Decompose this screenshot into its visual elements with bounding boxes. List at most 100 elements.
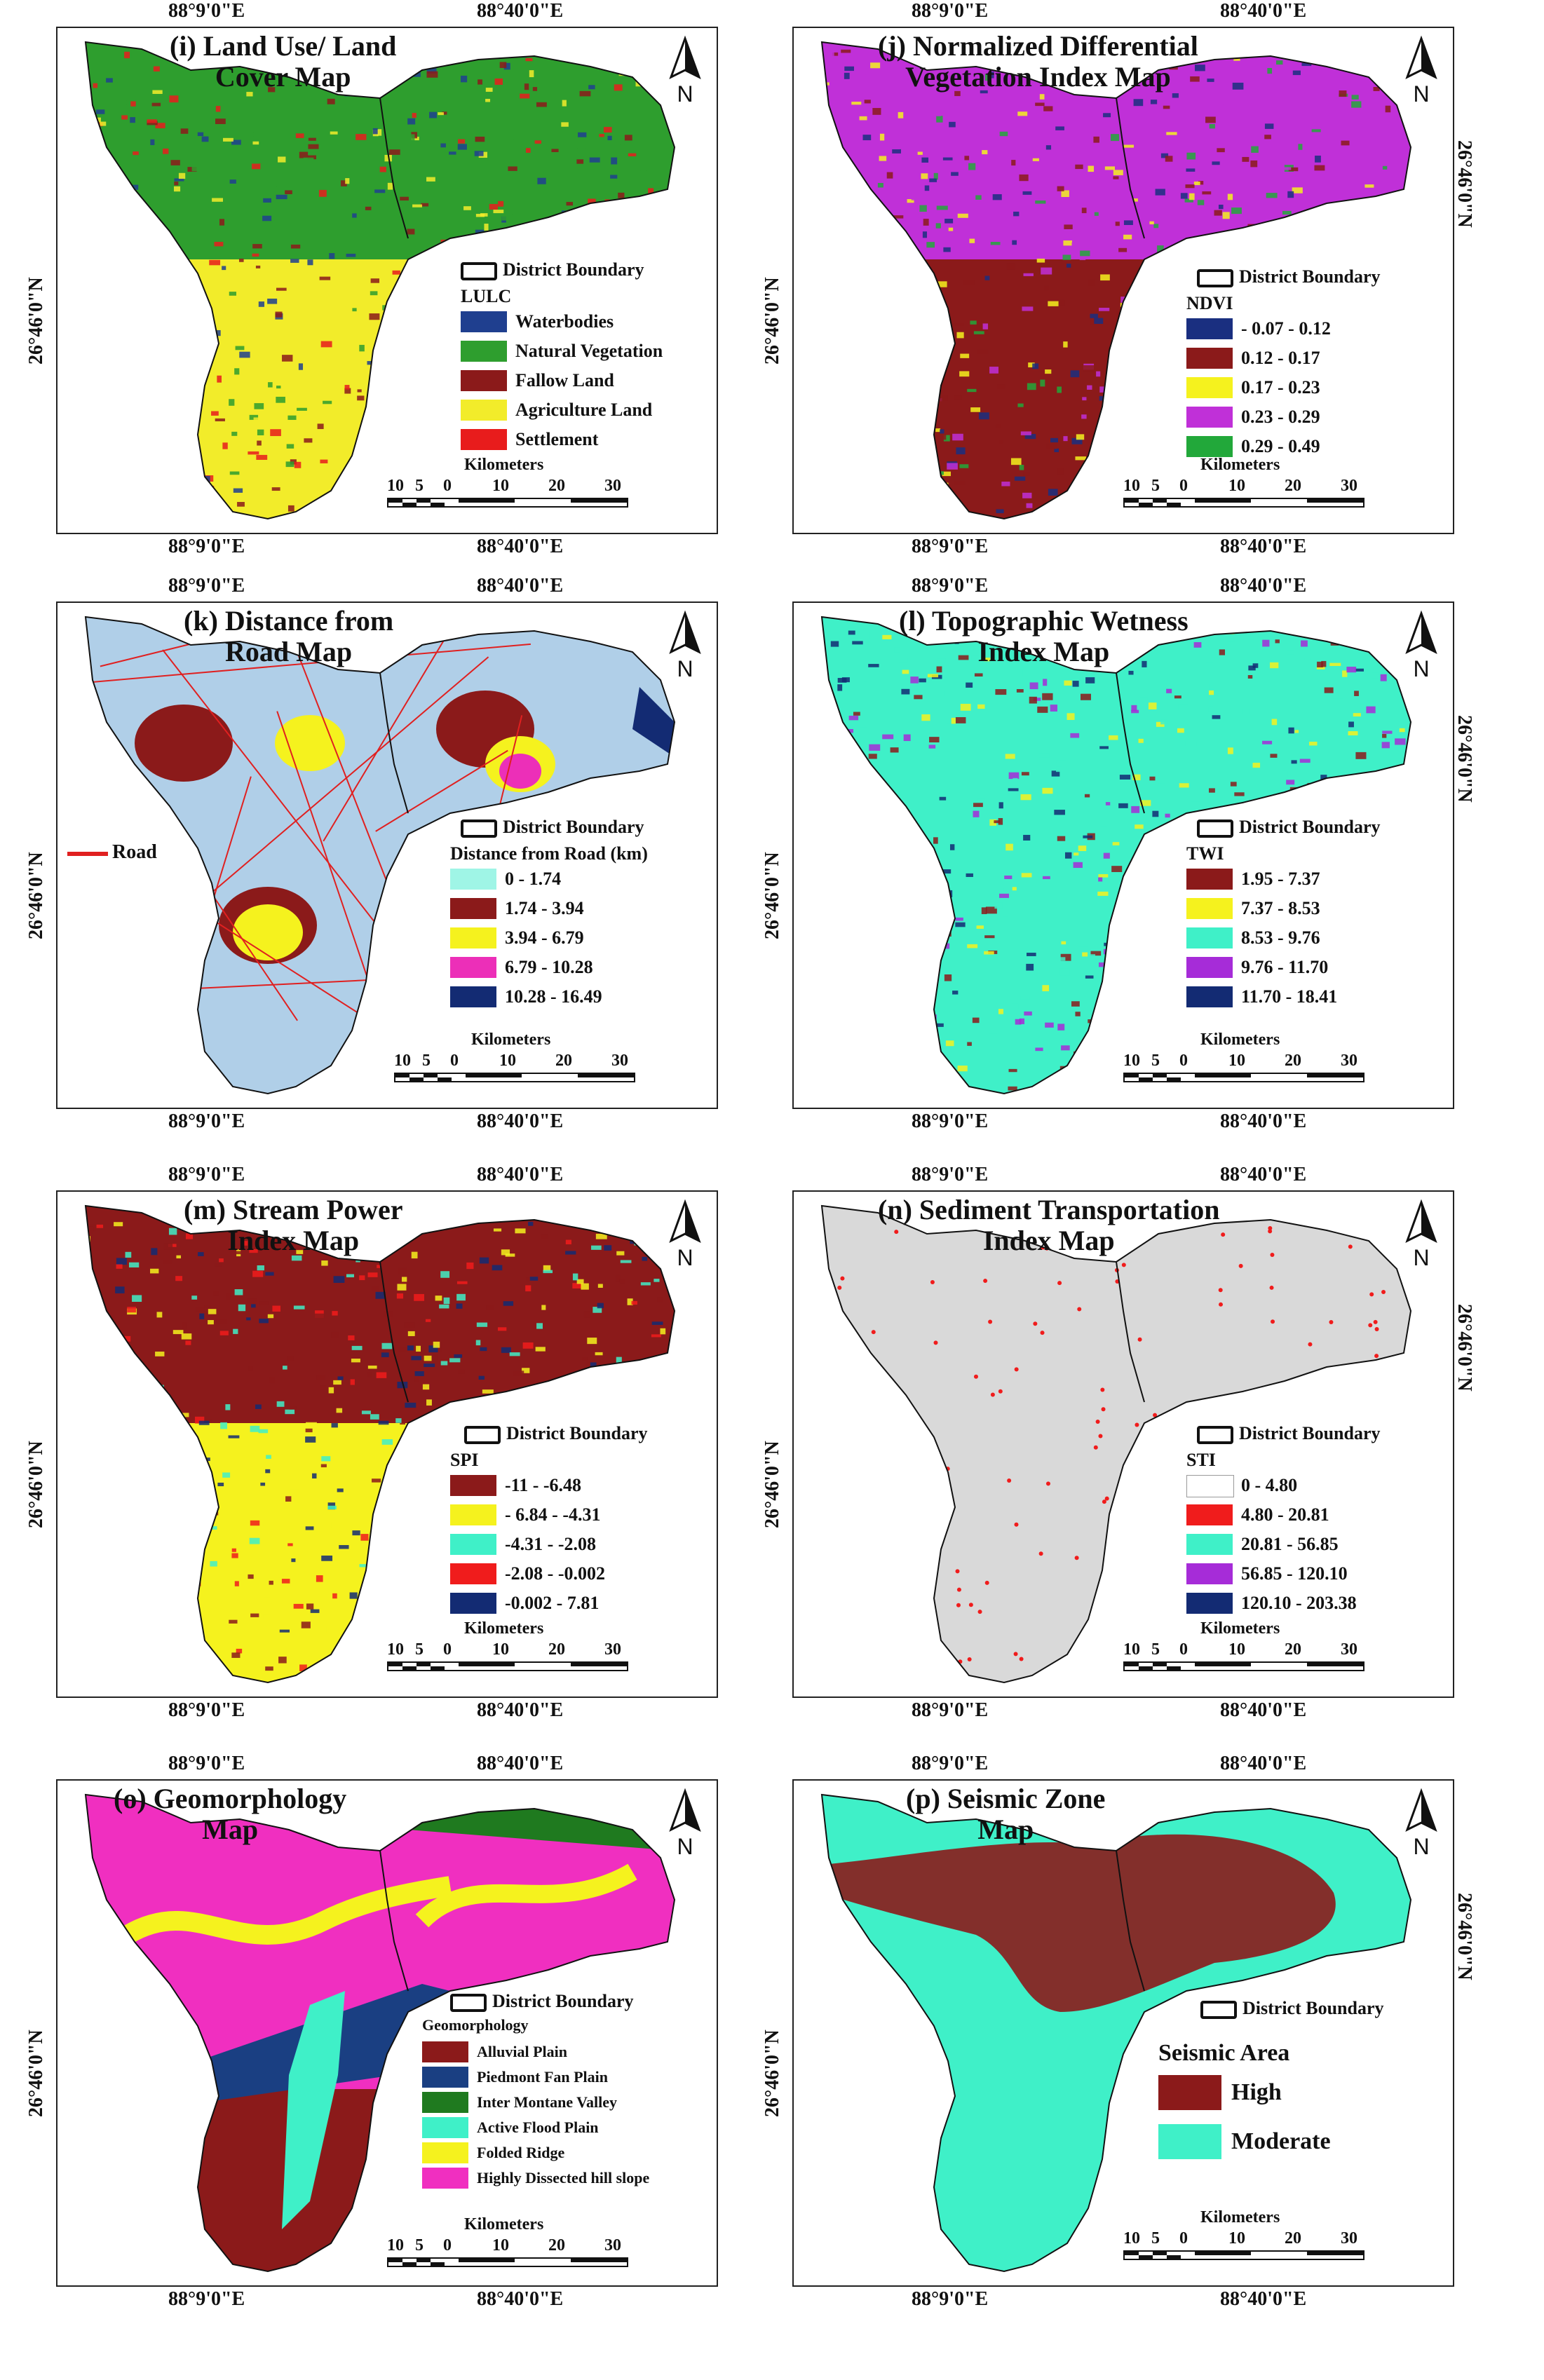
panel-seismic: 88°9'0"E 88°40'0"E 26°46'0"N 26°46'0"N (…: [761, 1753, 1508, 2317]
legend-label: 0.12 - 0.17: [1241, 348, 1320, 368]
legend-swatch: [461, 341, 507, 362]
legend-swatch: [450, 1563, 496, 1584]
scale-bar: Kilometers 10 5 0 10 20 30: [394, 1031, 635, 1094]
legend-title: Distance from Road (km): [450, 843, 648, 864]
panel-geomorphology: 88°9'0"E 88°40'0"E 26°46'0"N (o) Geomorp…: [25, 1753, 771, 2317]
scale-tick-label: 10: [1123, 1640, 1140, 1659]
scale-tick-label: 30: [604, 477, 621, 495]
lat-label-left: 26°46'0"N: [761, 2029, 783, 2117]
legend-swatch: [461, 311, 507, 332]
scale-tick-label: 0: [1179, 1640, 1188, 1659]
map-area: [820, 41, 1412, 520]
legend: Seismic Area High Moderate: [1158, 2040, 1425, 2180]
lat-label-left: 26°46'0"N: [761, 852, 783, 939]
lat-label-left: 26°46'0"N: [761, 277, 783, 365]
scale-tick-label: 20: [1285, 1640, 1301, 1659]
legend-label: Inter Montane Valley: [477, 2093, 618, 2111]
map-area: [84, 616, 676, 1095]
legend-title: NDVI: [1186, 293, 1233, 313]
lon-label-right-top: 88°40'0"E: [477, 0, 564, 22]
legend: SPI -11 - -6.48 - 6.84 - -4.31 -4.31 - -2.0…: [450, 1450, 689, 1618]
legend-swatch: [1186, 1534, 1233, 1555]
lon-label-left-bottom: 88°9'0"E: [168, 1110, 245, 1132]
scale-tick-label: 10: [499, 1052, 516, 1070]
north-arrow-icon: N: [669, 35, 701, 105]
map-area: [820, 1204, 1412, 1684]
lon-label-right-bottom: 88°40'0"E: [1220, 1110, 1307, 1132]
scale-unit: Kilometers: [1200, 2208, 1280, 2226]
legend-swatch: [1186, 1593, 1233, 1614]
legend-label: 4.80 - 20.81: [1241, 1504, 1329, 1525]
legend-swatch: [422, 2041, 468, 2062]
map-frame: (p) Seismic Zone Map N District Boundary…: [792, 1779, 1454, 2287]
lat-label-right: 26°46'0"N: [1454, 715, 1475, 803]
map-title: (j) Normalized Differential Vegetation I…: [878, 31, 1198, 93]
north-arrow-icon: N: [669, 610, 701, 680]
scale-tick-label: 30: [1341, 1052, 1357, 1070]
scale-tick-label: 5: [422, 1052, 431, 1070]
map-title: (l) Topographic Wetness Index Map: [899, 606, 1189, 667]
legend-swatch: [461, 400, 507, 421]
map-title: (m) Stream Power Index Map: [184, 1195, 402, 1256]
legend-swatch: [1186, 1504, 1233, 1525]
legend-swatch: [450, 898, 496, 919]
legend: Distance from Road (km) 0 - 1.74 1.74 - 3.…: [450, 843, 689, 1012]
scale-tick-label: 5: [415, 477, 424, 495]
lon-label-left-bottom: 88°9'0"E: [912, 1110, 989, 1132]
scale-bar-graphic: [1123, 1073, 1364, 1082]
legend-label: 1.95 - 7.37: [1241, 869, 1320, 889]
scale-tick-label: 20: [548, 477, 565, 495]
title-line-2: Cover Map: [215, 61, 351, 93]
legend: NDVI - 0.07 - 0.12 0.12 - 0.17 0.17 - 0.23 0…: [1186, 293, 1425, 461]
title-line-1: (p) Seismic Zone: [906, 1783, 1106, 1814]
title-line-2: Map: [202, 1814, 259, 1845]
lon-label-right-bottom: 88°40'0"E: [477, 1699, 564, 1721]
lon-label-right-top: 88°40'0"E: [1220, 575, 1307, 597]
scale-tick-label: 5: [1151, 1640, 1160, 1659]
map-title: (o) Geomorphology Map: [114, 1783, 346, 1845]
legend-swatch: [1186, 318, 1233, 339]
lat-label-left: 26°46'0"N: [761, 1441, 783, 1528]
legend-swatch: [422, 2092, 468, 2113]
lon-label-left-top: 88°9'0"E: [168, 0, 245, 22]
legend-label: - 0.07 - 0.12: [1241, 318, 1331, 339]
legend-label: 0.23 - 0.29: [1241, 407, 1320, 427]
title-line-2: Index Map: [227, 1225, 360, 1256]
legend-label: Fallow Land: [515, 370, 614, 390]
map-frame: (m) Stream Power Index Map N District Bo…: [56, 1190, 718, 1698]
legend-swatch: [1158, 2075, 1221, 2110]
lon-label-left-top: 88°9'0"E: [912, 575, 989, 597]
lon-label-right-top: 88°40'0"E: [477, 575, 564, 597]
lon-label-right-top: 88°40'0"E: [1220, 1164, 1307, 1185]
legend-label: Folded Ridge: [477, 2144, 565, 2161]
scale-tick-label: 30: [604, 1640, 621, 1659]
scale-tick-label: 10: [1123, 1052, 1140, 1070]
legend-label: Active Flood Plain: [477, 2119, 599, 2136]
scale-bar: Kilometers 10 5 0 10 20 30: [1123, 1619, 1364, 1682]
svg-text:N: N: [1413, 81, 1429, 105]
scale-tick-label: 10: [1228, 2229, 1245, 2248]
scale-bar-graphic: [387, 2257, 628, 2267]
legend-label: Natural Vegetation: [515, 341, 663, 361]
svg-text:N: N: [677, 81, 693, 105]
svg-text:N: N: [677, 1834, 693, 1858]
scale-tick-label: 20: [1285, 477, 1301, 495]
legend-title: STI: [1186, 1450, 1216, 1470]
scale-bar: Kilometers 10 5 0 10 20 30: [387, 1619, 628, 1682]
lat-label-right: 26°46'0"N: [1454, 140, 1475, 228]
legend-swatch: [450, 927, 496, 948]
legend-swatch: [1186, 1475, 1234, 1497]
scale-tick-label: 10: [492, 2236, 509, 2255]
lon-label-right-bottom: 88°40'0"E: [477, 536, 564, 557]
lon-label-right-bottom: 88°40'0"E: [477, 1110, 564, 1132]
legend-swatch: [450, 1534, 496, 1555]
lat-label-left: 26°46'0"N: [25, 852, 47, 939]
map-frame: (l) Topographic Wetness Index Map N Dist…: [792, 601, 1454, 1109]
legend-title: Geomorphology: [422, 2016, 529, 2034]
lon-label-right-top: 88°40'0"E: [1220, 1753, 1307, 1774]
legend-swatch: [450, 957, 496, 978]
scale-tick-label: 30: [611, 1052, 628, 1070]
title-line-2: Road Map: [225, 636, 353, 667]
legend-swatch: [461, 370, 507, 391]
legend-label: 9.76 - 11.70: [1241, 957, 1329, 977]
